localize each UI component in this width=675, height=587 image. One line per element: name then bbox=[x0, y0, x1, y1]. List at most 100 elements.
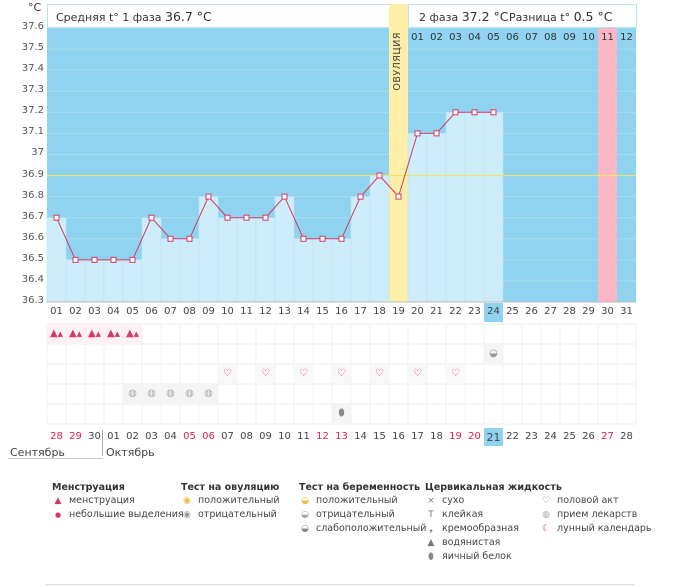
calendar-date[interactable]: 28 bbox=[620, 431, 633, 442]
x-tick-label[interactable]: 03 bbox=[88, 306, 101, 317]
x-tick-label[interactable]: 29 bbox=[582, 306, 595, 317]
temperature-bar bbox=[236, 217, 257, 303]
eggwhite-icon[interactable]: ⬮ bbox=[332, 404, 351, 423]
temperature-point bbox=[148, 214, 155, 221]
month-divider bbox=[102, 430, 103, 456]
cycle-day-label: 11 bbox=[601, 32, 614, 43]
menstruation-icon[interactable]: ▲▲ bbox=[66, 324, 85, 343]
heart-icon[interactable]: ♡ bbox=[446, 364, 465, 383]
temperature-bar bbox=[312, 238, 333, 303]
calendar-date[interactable]: 04 bbox=[164, 431, 177, 442]
pill-icon[interactable]: ◍ bbox=[142, 384, 161, 403]
x-tick-label[interactable]: 12 bbox=[259, 306, 272, 317]
temperature-point bbox=[110, 256, 117, 263]
calendar-date[interactable]: 06 bbox=[202, 431, 215, 442]
legend-menstruation-title: Менструация bbox=[52, 482, 125, 493]
x-tick-label[interactable]: 17 bbox=[354, 306, 367, 317]
calendar-date[interactable]: 26 bbox=[582, 431, 595, 442]
calendar-date[interactable]: 21 bbox=[486, 431, 501, 444]
preg-negative-icon[interactable]: ◒ bbox=[484, 344, 503, 363]
x-tick-label[interactable]: 02 bbox=[69, 306, 82, 317]
x-tick-label[interactable]: 13 bbox=[278, 306, 291, 317]
temperature-point bbox=[357, 193, 364, 200]
x-tick-label[interactable]: 31 bbox=[620, 306, 633, 317]
pill-icon[interactable]: ◍ bbox=[180, 384, 199, 403]
calendar-date[interactable]: 29 bbox=[69, 431, 82, 442]
x-tick-label[interactable]: 18 bbox=[373, 306, 386, 317]
phase2-summary: 2 фаза 37.2 °C bbox=[419, 9, 509, 24]
x-tick-label[interactable]: 16 bbox=[335, 306, 348, 317]
calendar-date[interactable]: 20 bbox=[468, 431, 481, 442]
calendar-date[interactable]: 24 bbox=[544, 431, 557, 442]
heart-icon[interactable]: ♡ bbox=[218, 364, 237, 383]
x-tick-label[interactable]: 23 bbox=[468, 306, 481, 317]
calendar-date[interactable]: 09 bbox=[259, 431, 272, 442]
calendar-date[interactable]: 17 bbox=[411, 431, 424, 442]
calendar-date[interactable]: 10 bbox=[278, 431, 291, 442]
calendar-date[interactable]: 23 bbox=[525, 431, 538, 442]
x-tick-label[interactable]: 08 bbox=[183, 306, 196, 317]
x-tick-label[interactable]: 15 bbox=[316, 306, 329, 317]
calendar-date[interactable]: 01 bbox=[107, 431, 120, 442]
menstruation-icon[interactable]: ▲▲ bbox=[85, 324, 104, 343]
x-tick-label[interactable]: 30 bbox=[601, 306, 614, 317]
calendar-date[interactable]: 12 bbox=[316, 431, 329, 442]
calendar-date[interactable]: 18 bbox=[430, 431, 443, 442]
menstruation-icon[interactable]: ▲▲ bbox=[47, 324, 66, 343]
x-tick-label[interactable]: 21 bbox=[430, 306, 443, 317]
calendar-date[interactable]: 30 bbox=[88, 431, 101, 442]
legend-creamy: ❟ кремообразная bbox=[425, 523, 519, 534]
temperature-chart[interactable] bbox=[0, 0, 675, 320]
x-tick-label[interactable]: 19 bbox=[392, 306, 405, 317]
x-tick-label[interactable]: 07 bbox=[164, 306, 177, 317]
x-tick-label[interactable]: 27 bbox=[544, 306, 557, 317]
x-tick-label[interactable]: 25 bbox=[506, 306, 519, 317]
calendar-date[interactable]: 19 bbox=[449, 431, 462, 442]
calendar-date[interactable]: 07 bbox=[221, 431, 234, 442]
calendar-date[interactable]: 05 bbox=[183, 431, 196, 442]
y-tick-label: 37 bbox=[31, 147, 44, 159]
temperature-point bbox=[53, 214, 60, 221]
x-tick-label[interactable]: 01 bbox=[50, 306, 63, 317]
x-tick-label[interactable]: 28 bbox=[563, 306, 576, 317]
calendar-date[interactable]: 25 bbox=[563, 431, 576, 442]
heart-icon[interactable]: ♡ bbox=[408, 364, 427, 383]
calendar-date[interactable]: 02 bbox=[126, 431, 139, 442]
x-tick-label[interactable]: 14 bbox=[297, 306, 310, 317]
pill-icon[interactable]: ◍ bbox=[161, 384, 180, 403]
temperature-bar bbox=[255, 217, 276, 303]
calendar-date[interactable]: 08 bbox=[240, 431, 253, 442]
heart-icon[interactable]: ♡ bbox=[332, 364, 351, 383]
x-tick-label[interactable]: 22 bbox=[449, 306, 462, 317]
x-tick-label[interactable]: 10 bbox=[221, 306, 234, 317]
temperature-point bbox=[452, 109, 459, 116]
calendar-date[interactable]: 22 bbox=[506, 431, 519, 442]
temperature-point bbox=[281, 193, 288, 200]
x-tick-label[interactable]: 06 bbox=[145, 306, 158, 317]
pill-icon[interactable]: ◍ bbox=[199, 384, 218, 403]
x-tick-label[interactable]: 20 bbox=[411, 306, 424, 317]
x-tick-label[interactable]: 04 bbox=[107, 306, 120, 317]
menstruation-icon[interactable]: ▲▲ bbox=[104, 324, 123, 343]
watery-icon: ▲ bbox=[427, 538, 435, 548]
calendar-date[interactable]: 13 bbox=[335, 431, 348, 442]
x-tick-label[interactable]: 05 bbox=[126, 306, 139, 317]
calendar-date[interactable]: 14 bbox=[354, 431, 367, 442]
calendar-date[interactable]: 27 bbox=[601, 431, 614, 442]
heart-icon: ♡ bbox=[541, 496, 551, 506]
calendar-date[interactable]: 11 bbox=[297, 431, 310, 442]
heart-icon[interactable]: ♡ bbox=[294, 364, 313, 383]
x-tick-label[interactable]: 11 bbox=[240, 306, 253, 317]
menstruation-icon[interactable]: ▲▲ bbox=[123, 324, 142, 343]
temperature-point bbox=[376, 172, 383, 179]
calendar-date[interactable]: 16 bbox=[392, 431, 405, 442]
x-tick-label[interactable]: 09 bbox=[202, 306, 215, 317]
heart-icon[interactable]: ♡ bbox=[256, 364, 275, 383]
heart-icon[interactable]: ♡ bbox=[370, 364, 389, 383]
calendar-date[interactable]: 28 bbox=[50, 431, 63, 442]
x-tick-label[interactable]: 24 bbox=[487, 306, 500, 317]
calendar-date[interactable]: 03 bbox=[145, 431, 158, 442]
calendar-date[interactable]: 15 bbox=[373, 431, 386, 442]
x-tick-label[interactable]: 26 bbox=[525, 306, 538, 317]
pill-icon[interactable]: ◍ bbox=[123, 384, 142, 403]
